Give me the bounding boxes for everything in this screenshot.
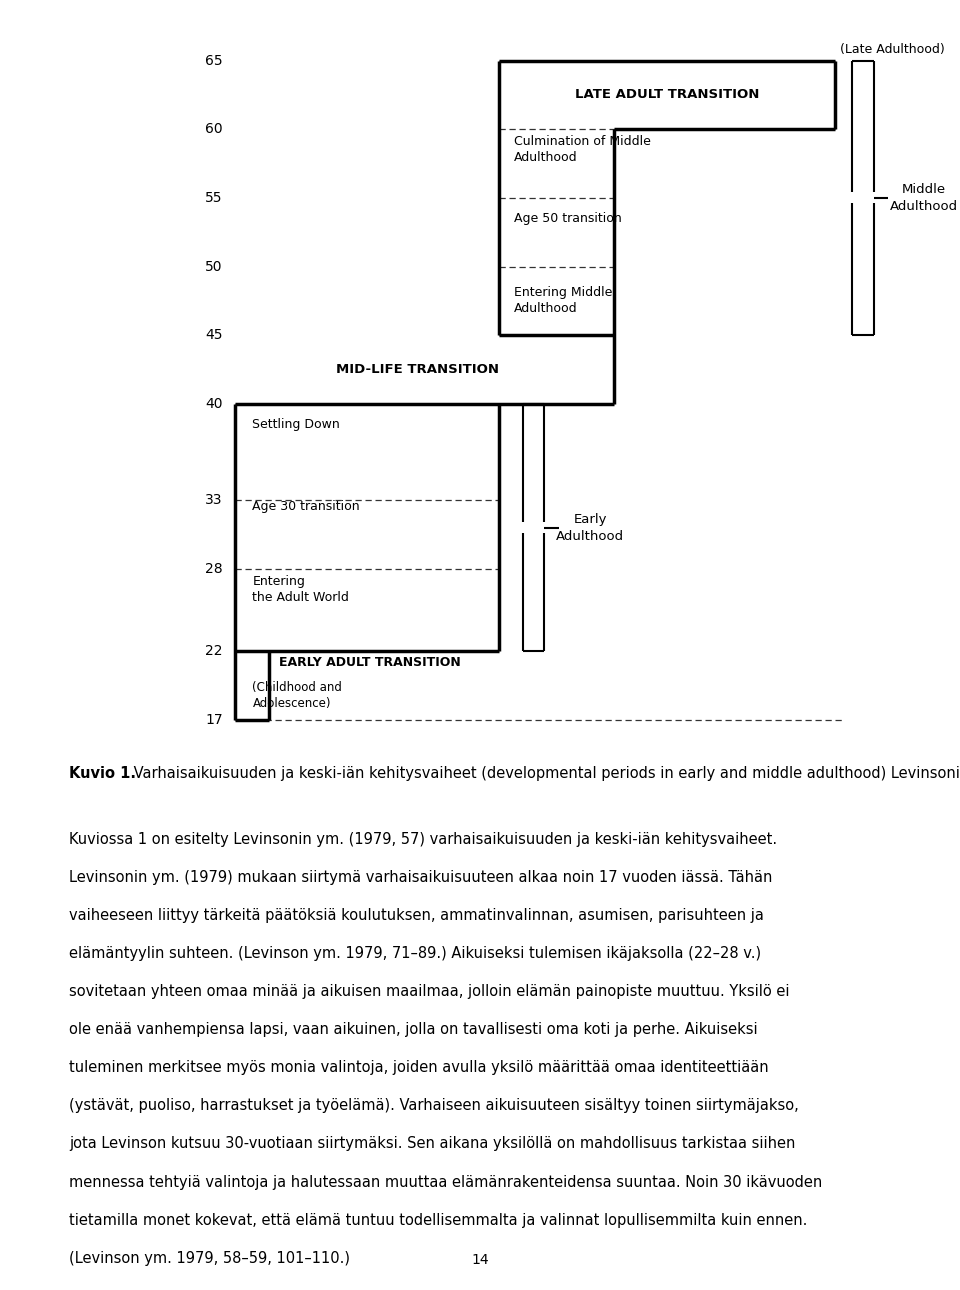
Text: vaiheeseen liittyy tärkeitä päätöksiä koulutuksen, ammatinvalinnan, asumisen, pa: vaiheeseen liittyy tärkeitä päätöksiä ko…: [69, 908, 764, 924]
Text: Settling Down: Settling Down: [252, 418, 340, 431]
Text: Entering Middle
Adulthood: Entering Middle Adulthood: [514, 286, 612, 316]
Text: 60: 60: [205, 123, 223, 137]
Text: (ystävät, puoliso, harrastukset ja työelämä). Varhaiseen aikuisuuteen sisältyy t: (ystävät, puoliso, harrastukset ja työel…: [69, 1099, 799, 1113]
Text: Culmination of Middle
Adulthood: Culmination of Middle Adulthood: [514, 135, 651, 164]
Text: Age 50 transition: Age 50 transition: [514, 212, 621, 224]
Text: jota Levinson kutsuu 30-vuotiaan siirtymäksi. Sen aikana yksilöllä on mahdollisu: jota Levinson kutsuu 30-vuotiaan siirtym…: [69, 1136, 796, 1152]
Text: (Childhood and
Adolescence): (Childhood and Adolescence): [252, 681, 343, 710]
Text: EARLY ADULT TRANSITION: EARLY ADULT TRANSITION: [278, 655, 461, 668]
Text: 28: 28: [205, 561, 223, 575]
Text: (Levinson ym. 1979, 58–59, 101–110.): (Levinson ym. 1979, 58–59, 101–110.): [69, 1251, 350, 1265]
Text: Kuviossa 1 on esitelty Levinsonin ym. (1979, 57) varhaisaikuisuuden ja keski-iän: Kuviossa 1 on esitelty Levinsonin ym. (1…: [69, 832, 778, 848]
Text: Kuvio 1.: Kuvio 1.: [69, 766, 136, 782]
Text: Levinsonin ym. (1979) mukaan siirtymä varhaisaikuisuuteen alkaa noin 17 vuoden i: Levinsonin ym. (1979) mukaan siirtymä va…: [69, 869, 773, 885]
Text: Entering
the Adult World: Entering the Adult World: [252, 575, 349, 604]
Text: elämäntyylin suhteen. (Levinson ym. 1979, 71–89.) Aikuiseksi tulemisen ikäjaksol: elämäntyylin suhteen. (Levinson ym. 1979…: [69, 947, 761, 961]
Text: 14: 14: [471, 1253, 489, 1267]
Text: Varhaisaikuisuuden ja keski-iän kehitysvaiheet (developmental periods in early a: Varhaisaikuisuuden ja keski-iän kehitysv…: [129, 766, 960, 782]
Text: 55: 55: [205, 191, 223, 205]
Text: 33: 33: [205, 493, 223, 507]
Text: 17: 17: [205, 713, 223, 726]
Text: 65: 65: [205, 54, 223, 67]
Text: tietamilla monet kokevat, että elämä tuntuu todellisemmalta ja valinnat lopullis: tietamilla monet kokevat, että elämä tun…: [69, 1213, 807, 1228]
Text: Early
Adulthood: Early Adulthood: [557, 512, 624, 543]
Text: mennessa tehtyiä valintoja ja halutessaan muuttaa elämänrakenteidensa suuntaa. N: mennessa tehtyiä valintoja ja halutessaa…: [69, 1174, 823, 1189]
Text: MID-LIFE TRANSITION: MID-LIFE TRANSITION: [336, 362, 499, 377]
Text: 50: 50: [205, 259, 223, 273]
Text: Middle
Adulthood: Middle Adulthood: [890, 183, 957, 213]
Text: 45: 45: [205, 328, 223, 342]
Text: sovitetaan yhteen omaa minää ja aikuisen maailmaa, jolloin elämän painopiste muu: sovitetaan yhteen omaa minää ja aikuisen…: [69, 984, 790, 1000]
Text: (Late Adulthood): (Late Adulthood): [840, 43, 945, 55]
Text: 22: 22: [205, 644, 223, 658]
Text: ole enää vanhempiensa lapsi, vaan aikuinen, jolla on tavallisesti oma koti ja pe: ole enää vanhempiensa lapsi, vaan aikuin…: [69, 1022, 757, 1037]
Text: Age 30 transition: Age 30 transition: [252, 501, 360, 513]
Text: LATE ADULT TRANSITION: LATE ADULT TRANSITION: [575, 89, 759, 102]
Text: tuleminen merkitsee myös monia valintoja, joiden avulla yksilö määrittää omaa id: tuleminen merkitsee myös monia valintoja…: [69, 1060, 769, 1076]
Text: 40: 40: [205, 397, 223, 412]
